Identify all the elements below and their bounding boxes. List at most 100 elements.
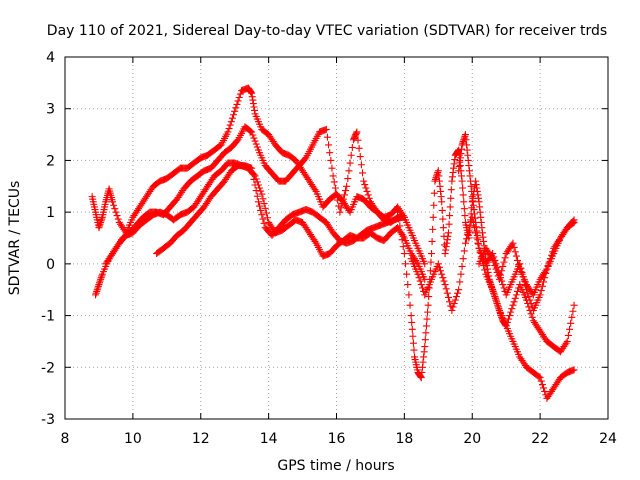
- data-point-interp: [460, 247, 468, 255]
- data-point-interp: [569, 219, 577, 227]
- data-point-interp: [504, 315, 512, 323]
- data-point-interp: [465, 226, 473, 234]
- data-point-interp: [395, 215, 403, 223]
- data-point-interp: [340, 191, 348, 199]
- data-point-interp: [494, 303, 502, 311]
- data-point-interp: [430, 201, 438, 209]
- data-point-interp: [439, 215, 447, 223]
- data-point-interp: [456, 154, 464, 162]
- data-point-interp: [498, 267, 506, 275]
- data-point: [360, 177, 368, 185]
- data-point-interp: [456, 278, 464, 286]
- data-point-interp: [330, 178, 338, 186]
- data-point-interp: [94, 282, 102, 290]
- data-point-interp: [433, 170, 441, 178]
- data-point-interp: [413, 258, 421, 266]
- data-point-interp: [337, 204, 345, 212]
- data-point-interp: [333, 190, 340, 198]
- data-point-interp: [249, 170, 257, 178]
- data-point-interp: [473, 184, 481, 192]
- x-tick-label: 22: [531, 431, 549, 447]
- data-point-interp: [92, 289, 100, 297]
- data-point-interp: [416, 277, 424, 285]
- data-point: [95, 224, 103, 232]
- data-point-interp: [474, 194, 482, 202]
- data-point: [502, 322, 510, 330]
- data-point-interp: [311, 186, 319, 194]
- data-point-interp: [428, 237, 436, 245]
- data-point-interp: [454, 289, 462, 297]
- data-point-interp: [248, 93, 256, 101]
- data-point-interp: [477, 213, 485, 221]
- data-point-interp: [252, 140, 260, 148]
- data-point-interp: [344, 175, 352, 183]
- data-point-interp: [450, 164, 458, 172]
- data-point-interp: [452, 293, 460, 301]
- data-point-interp: [328, 164, 336, 172]
- data-point-interp: [463, 146, 471, 154]
- x-tick-label: 14: [260, 431, 278, 447]
- data-point-interp: [499, 262, 507, 270]
- data-point-interp: [487, 253, 495, 261]
- data-point-interp: [250, 106, 258, 114]
- data-point-interp: [96, 277, 104, 285]
- data-point-interp: [537, 287, 545, 295]
- data-point-interp: [568, 313, 576, 321]
- data-point-interp: [459, 255, 467, 263]
- data-point-interp: [408, 318, 416, 326]
- data-point-interp: [225, 125, 233, 133]
- data-point-interp: [511, 294, 519, 302]
- y-tick-label: 4: [46, 50, 55, 66]
- data-point-interp: [352, 129, 360, 137]
- data-point-interp: [469, 197, 477, 205]
- data-point-interp: [331, 184, 339, 192]
- data-point-interp: [252, 187, 260, 195]
- data-point: [248, 164, 256, 172]
- data-point-interp: [234, 97, 242, 105]
- y-tick-label: -3: [41, 412, 55, 428]
- data-point-interp: [480, 237, 488, 245]
- data-point-interp: [460, 134, 468, 142]
- data-point: [438, 198, 446, 206]
- data-point-interp: [439, 224, 447, 232]
- data-point-interp: [564, 331, 572, 339]
- data-point: [92, 291, 100, 299]
- data-point-interp: [442, 246, 450, 254]
- data-point-interp: [497, 271, 505, 279]
- data-point-interp: [233, 100, 241, 108]
- data-point: [455, 167, 463, 175]
- data-point-interp: [445, 220, 453, 228]
- data-point-interp: [396, 222, 404, 230]
- data-point-interp: [404, 281, 412, 289]
- data-point-interp: [97, 217, 105, 225]
- data-point-interp: [355, 144, 363, 152]
- data-point: [536, 374, 544, 382]
- data-point-interp: [431, 175, 439, 183]
- data-point-interp: [451, 156, 459, 164]
- data-point-interp: [476, 203, 484, 211]
- data-point: [248, 128, 256, 136]
- data-point-interp: [446, 203, 454, 211]
- data-point-interp: [346, 159, 354, 167]
- data-point-interp: [422, 329, 430, 337]
- data-point-interp: [363, 187, 371, 195]
- data-point-interp: [96, 279, 104, 287]
- data-point-interp: [474, 236, 482, 244]
- data-point-interp: [417, 281, 425, 289]
- data-point-interp: [449, 303, 457, 311]
- data-point-interp: [262, 209, 270, 217]
- series-track-d: [153, 162, 405, 258]
- data-point-interp: [491, 294, 499, 302]
- data-point-interp: [426, 267, 434, 275]
- data-point-interp: [458, 262, 466, 270]
- data-point: [478, 229, 486, 237]
- data-point-interp: [251, 137, 259, 145]
- data-point: [475, 198, 483, 206]
- data-point-interp: [471, 210, 479, 218]
- data-point-interp: [325, 141, 333, 149]
- data-point: [336, 208, 344, 216]
- x-tick-label: 24: [599, 431, 617, 447]
- data-point: [353, 128, 361, 136]
- data-point-interp: [457, 270, 465, 278]
